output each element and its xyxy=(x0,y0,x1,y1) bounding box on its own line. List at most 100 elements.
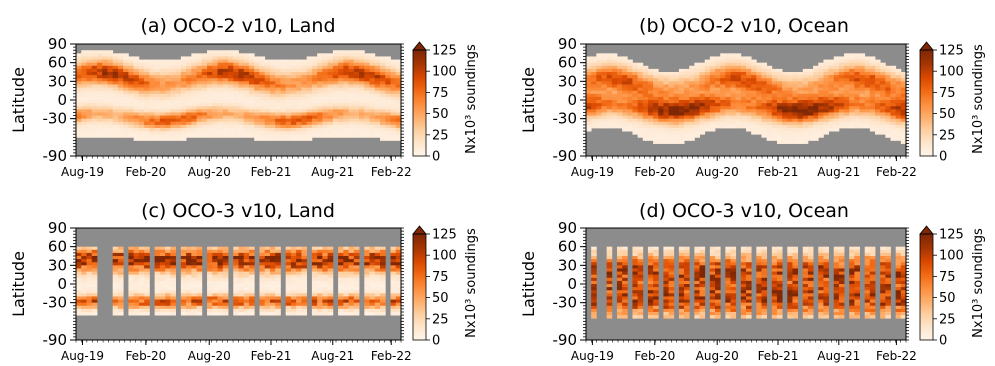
heatmap-cell xyxy=(233,296,239,300)
heatmap-cell xyxy=(327,100,334,104)
heatmap-cell xyxy=(596,78,602,82)
colorbar-segment xyxy=(413,57,426,60)
heatmap-cell xyxy=(864,56,871,60)
heatmap-cell xyxy=(96,90,103,95)
heatmap-cell xyxy=(364,308,370,313)
heatmap-cell xyxy=(756,84,762,88)
heatmap-cell xyxy=(165,84,171,88)
heatmap-cell xyxy=(838,65,845,70)
heatmap-cell xyxy=(854,56,860,60)
heatmap-cell xyxy=(91,59,98,64)
heatmap-cell xyxy=(627,96,633,101)
colorbar-segment xyxy=(413,246,426,249)
heatmap-cell xyxy=(86,280,93,285)
heatmap-cell xyxy=(890,109,897,113)
heatmap-cell xyxy=(81,118,87,123)
heatmap-cell xyxy=(107,53,114,57)
heatmap-cell xyxy=(668,134,675,138)
heatmap-cell xyxy=(96,109,103,113)
colorbar-segment xyxy=(413,262,426,265)
heatmap-cell xyxy=(828,59,835,64)
heatmap-cell xyxy=(591,284,597,288)
heatmap-cell xyxy=(217,100,224,104)
heatmap-cell xyxy=(259,287,266,291)
heatmap-cell xyxy=(694,128,700,132)
heatmap-cell xyxy=(802,128,809,132)
heatmap-cell xyxy=(180,121,187,126)
colorbar-tick-label: 0 xyxy=(939,150,947,165)
heatmap-cell xyxy=(601,87,608,92)
heatmap-cell xyxy=(238,112,245,116)
heatmap-cell xyxy=(869,115,876,120)
heatmap-cell xyxy=(322,128,329,132)
heatmap-cell xyxy=(823,112,829,116)
heatmap-cell xyxy=(704,124,711,129)
heatmap-cell xyxy=(138,112,145,116)
heatmap-cell xyxy=(191,53,197,57)
heatmap-cell xyxy=(369,262,376,266)
heatmap-cell xyxy=(704,109,711,113)
heatmap-cell xyxy=(343,115,349,120)
heatmap-cell xyxy=(159,118,166,123)
heatmap-cell xyxy=(627,109,633,113)
heatmap-cell xyxy=(201,128,208,132)
heatmap-cell xyxy=(86,68,93,73)
colorbar-tick-label: 125 xyxy=(432,44,457,59)
heatmap-cell xyxy=(715,81,721,85)
heatmap-cell xyxy=(133,59,140,64)
heatmap-cell xyxy=(212,65,218,70)
heatmap-cell xyxy=(243,84,250,88)
heatmap-cell xyxy=(828,84,835,88)
heatmap-cell xyxy=(96,103,103,107)
heatmap-cell xyxy=(343,78,349,82)
heatmap-cell xyxy=(332,68,339,73)
heatmap-cell xyxy=(776,103,783,107)
heatmap-cell xyxy=(658,106,664,110)
heatmap-cell xyxy=(144,287,150,291)
heatmap-cell xyxy=(311,302,318,307)
heatmap-cell xyxy=(112,290,119,294)
panel-title: (c) OCO-3 v10, Land xyxy=(141,200,335,222)
heatmap-cell xyxy=(364,287,370,291)
heatmap-cell xyxy=(327,265,334,269)
heatmap-cell xyxy=(285,290,292,294)
heatmap-cell xyxy=(117,268,124,272)
heatmap-cell xyxy=(76,259,82,263)
heatmap-cell xyxy=(632,118,639,123)
y-tick-label: -90 xyxy=(43,147,68,165)
heatmap-cell xyxy=(301,134,308,138)
heatmap-cell xyxy=(338,271,344,276)
heatmap-cell xyxy=(238,72,245,76)
heatmap-cell xyxy=(720,81,726,85)
heatmap-cell xyxy=(296,106,302,110)
heatmap-cell xyxy=(380,109,386,113)
heatmap-cell xyxy=(353,112,360,116)
heatmap-cell xyxy=(380,96,386,101)
heatmap-cell xyxy=(647,128,654,132)
heatmap-cell xyxy=(802,118,809,123)
heatmap-cell xyxy=(165,249,171,254)
heatmap-cell xyxy=(632,90,639,95)
heatmap-cell xyxy=(296,284,302,288)
heatmap-cell xyxy=(243,75,250,79)
heatmap-cell xyxy=(165,100,171,104)
heatmap-cell xyxy=(175,59,182,64)
heatmap-cell xyxy=(689,118,695,123)
heatmap-cell xyxy=(290,280,297,285)
heatmap-cell xyxy=(259,290,266,294)
heatmap-cell xyxy=(322,268,329,272)
heatmap-cell xyxy=(222,256,229,260)
heatmap-cell xyxy=(395,287,402,291)
heatmap-cell xyxy=(207,284,213,288)
heatmap-cell xyxy=(264,137,271,141)
colorbar-segment xyxy=(920,134,933,138)
heatmap-cell xyxy=(228,109,234,113)
heatmap-cell xyxy=(128,118,135,123)
heatmap-cell xyxy=(369,106,376,110)
heatmap-cell xyxy=(133,299,140,304)
heatmap-cell xyxy=(348,78,355,82)
heatmap-cell xyxy=(782,109,788,113)
heatmap-cell xyxy=(390,96,397,101)
heatmap-cell xyxy=(818,109,824,113)
heatmap-cell xyxy=(776,115,783,120)
